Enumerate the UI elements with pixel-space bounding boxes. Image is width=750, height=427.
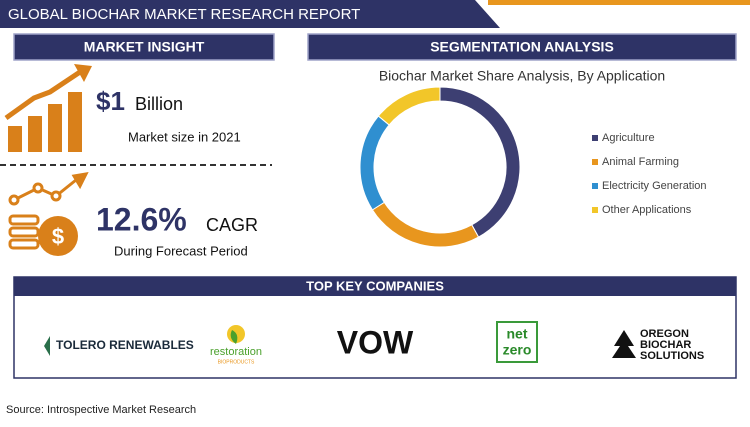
source: Source: Introspective Market Research [6, 404, 196, 416]
logo-text: net [507, 326, 528, 342]
logo: OREGON BIOCHAR SOLUTIONS [612, 328, 704, 362]
legend-label: Electricity Generation [602, 180, 707, 192]
logo: TOLERO RENEWABLES [44, 336, 194, 356]
legend-label: Agriculture [602, 132, 655, 144]
accent-line [488, 0, 750, 5]
legend-swatch [592, 135, 598, 141]
legend-label: Other Applications [602, 204, 692, 216]
svg-text:$: $ [52, 224, 64, 249]
market-size-unit: Billion [135, 94, 183, 114]
logo-text: VOW [337, 324, 414, 360]
donut [359, 86, 521, 248]
market-size-label: Market size in 2021 [128, 129, 241, 144]
heading-box [307, 33, 737, 61]
logo: net zero [496, 321, 538, 363]
heading-box [13, 33, 275, 61]
cagr-label: During Forecast Period [114, 243, 248, 258]
legend-swatch [592, 159, 598, 165]
logo-text: OREGON [640, 328, 689, 340]
logo-text: SOLUTIONS [640, 350, 704, 362]
chart-title: Biochar Market Share Analysis, By Applic… [379, 68, 665, 84]
growth-icon [4, 64, 92, 152]
legend-label: Animal Farming [602, 156, 679, 168]
donut-segment [377, 86, 441, 126]
report-title: GLOBAL BIOCHAR MARKET RESEARCH REPORT [8, 6, 360, 23]
logo: restoration BIOPRODUCTS [210, 325, 262, 365]
logo-text: restoration [210, 346, 262, 358]
cagr-unit: CAGR [206, 215, 258, 235]
segmentation-heading: SEGMENTATION ANALYSIS [430, 39, 614, 55]
legend-swatch [592, 183, 598, 189]
logo-text: BIOPRODUCTS [218, 359, 255, 365]
heading-box [14, 277, 736, 296]
logo-text: zero [503, 342, 532, 358]
cagr-value: 12.6% [96, 201, 187, 237]
legend: Agriculture Animal Farming Electricity Gen… [592, 132, 707, 216]
companies-heading: TOP KEY COMPANIES [306, 278, 444, 293]
market-insight-heading: MARKET INSIGHT [84, 39, 205, 55]
logo-text: TOLERO RENEWABLES [56, 338, 194, 352]
title-banner [0, 0, 500, 28]
logo-text: BIOCHAR [640, 339, 691, 351]
coin-icon: $ [8, 172, 89, 256]
market-size-value: $1 [96, 86, 125, 116]
legend-swatch [592, 207, 598, 213]
